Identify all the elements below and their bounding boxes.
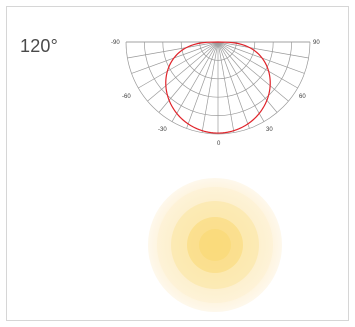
grid-spoke: [217, 41, 265, 122]
grid-spoke: [217, 41, 309, 59]
grid-spoke: [171, 41, 219, 122]
grid-spoke: [217, 41, 298, 89]
tick-label-pos90: 90: [313, 40, 320, 46]
grid-spoke: [127, 41, 219, 59]
grid-spoke: [138, 41, 219, 89]
grid-spoke: [201, 41, 219, 133]
grid-spoke: [217, 41, 289, 102]
tick-label-neg90: -90: [111, 40, 120, 46]
grid-spoke: [217, 41, 250, 129]
tick-label-neg30: -30: [158, 127, 167, 133]
grid-spoke: [147, 41, 219, 102]
grid-spoke: [186, 41, 219, 129]
tick-label-pos60: 60: [299, 94, 306, 100]
tick-label-neg60: -60: [122, 94, 131, 100]
tick-label-zero: 0: [217, 141, 221, 147]
polar-grid: [125, 41, 311, 135]
light-spot-center: [199, 229, 231, 261]
beam-angle-label: 120°: [20, 36, 59, 56]
intensity-curve: [165, 41, 271, 134]
tick-label-pos30: 30: [266, 127, 273, 133]
grid-spoke: [217, 41, 235, 133]
